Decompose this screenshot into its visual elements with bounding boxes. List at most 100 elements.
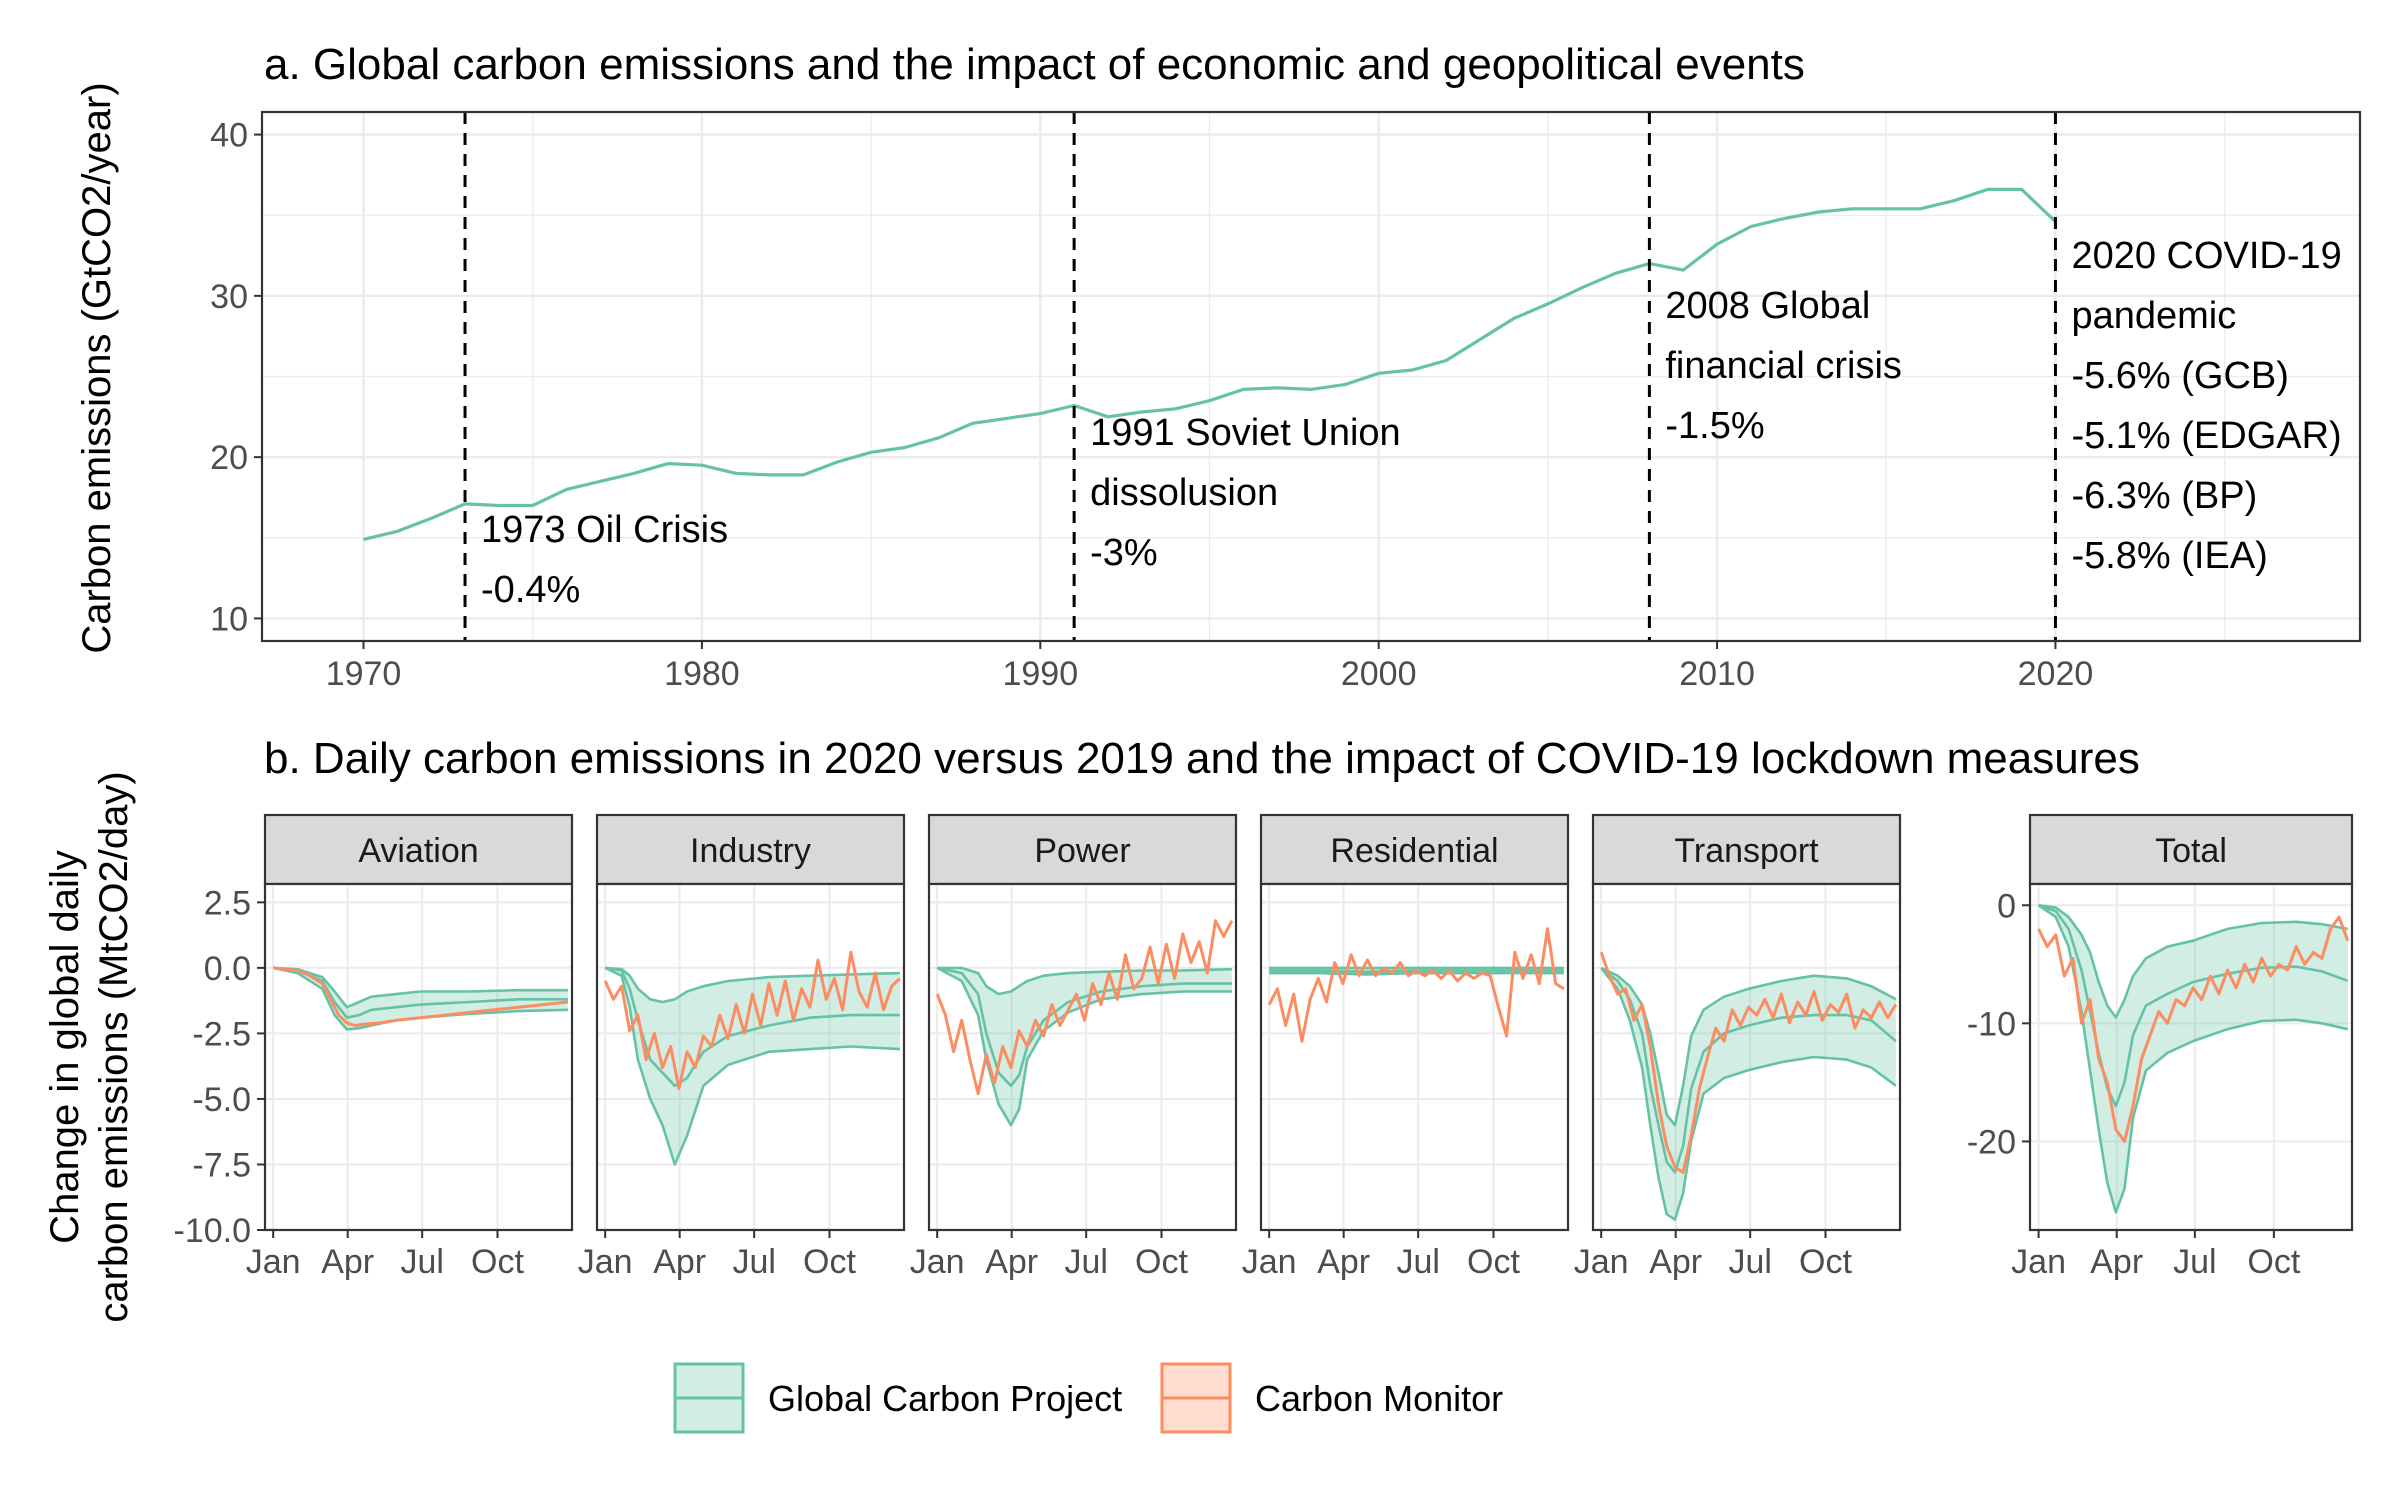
gcp-upper-line-power	[937, 966, 1232, 996]
legend-label-global-carbon-project: Global Carbon Project	[768, 1378, 1122, 1419]
facet-strip-label-total: Total	[2155, 832, 2227, 870]
facet-x-tick-label: Oct	[1135, 1243, 1188, 1281]
carbon-monitor-line-industry	[603, 950, 901, 1090]
facet-y-tick-label: -10.0	[174, 1212, 252, 1250]
carbon-monitor-line-total	[2037, 915, 2350, 1143]
facet-y-tick-label: -5.0	[192, 1081, 251, 1119]
facet-x-tick-label: Jul	[1728, 1243, 1771, 1281]
gcp-ribbon-total	[2038, 905, 2348, 1213]
facet-y-tick-label: 2.5	[204, 884, 251, 922]
facet-x-tick-label: Oct	[1467, 1243, 1520, 1281]
panel-a-y-tick-label: 30	[210, 278, 248, 316]
panel-a-y-axis-label: Carbon emissions (GtCO2/year)	[75, 82, 119, 653]
panel-a-x-tick-label: 2010	[1679, 655, 1755, 693]
panel-a-event-annotation-line: -5.1% (EDGAR)	[2071, 415, 2341, 457]
facet-x-tick-label: Apr	[2090, 1243, 2143, 1281]
panel-a-event-annotation-line: -1.5%	[1665, 405, 1764, 447]
facet-border-power	[927, 882, 1238, 1232]
legend-item-carbon-monitor: Carbon Monitor	[1160, 1362, 1503, 1434]
facet-strip-power	[927, 813, 1238, 886]
facet-x-tick-label: Jan	[578, 1243, 633, 1281]
panel-a-event-annotation-line: -3%	[1090, 532, 1158, 574]
gcp-upper-line-total	[2038, 904, 2348, 1019]
facet-x-tick-label: Apr	[321, 1243, 374, 1281]
panel-a-x-tick-label: 1990	[1002, 655, 1078, 693]
facet-strip-label-industry: Industry	[690, 832, 811, 870]
facet-x-tick-label: Jul	[400, 1243, 443, 1281]
panel-a-event-annotation-line: 2008 Global	[1665, 285, 1870, 327]
legend-item-global-carbon-project: Global Carbon Project	[673, 1362, 1122, 1434]
panel-a-x-tick-label: 2000	[1341, 655, 1417, 693]
gcp-lower-line-industry	[604, 966, 900, 1166]
facet-y-tick-label: -2.5	[192, 1015, 251, 1053]
panel-b-y-axis-label-line1: Change in global daily	[43, 850, 87, 1244]
gcp-ribbon-aviation	[273, 967, 568, 1030]
panel-a-event-annotation-line: -0.4%	[481, 569, 580, 611]
facet-strip-transport	[1591, 813, 1902, 886]
panel-a-border	[260, 110, 2362, 643]
gcp-upper-line-transport	[1600, 966, 1897, 1127]
facet-y-tick-label: -10	[1967, 1005, 2016, 1043]
panel-b-y-axis-label: Change in global daily carbon emissions …	[43, 771, 136, 1322]
facet-x-tick-label: Oct	[803, 1243, 856, 1281]
gcp-lower-line-residential	[1269, 971, 1564, 976]
panel-a-plot: 1970 1980 1990 2000 2010 2020 10 20 30 40 1973 Oil…	[210, 110, 2362, 693]
facet-x-tick-label: Oct	[1799, 1243, 1852, 1281]
carbon-monitor-line-power	[935, 919, 1234, 1096]
facet-y-tick-label: 0	[1997, 887, 2016, 925]
facet-x-tick-label: Jul	[2173, 1243, 2216, 1281]
facet-x-tick-label: Jul	[732, 1243, 775, 1281]
panel-a-event-annotation-1991: 1991 Soviet Union dissolusion -3%	[1090, 412, 1401, 574]
facet-aviation: Aviation Jan Apr Jul Oct 2.5 0.0 -2.5 -5.0 -7.5 -1…	[174, 813, 574, 1281]
panel-a-x-tick-label: 1980	[664, 655, 740, 693]
gcp-upper-line-industry	[605, 966, 900, 1004]
facet-strip-aviation	[263, 813, 574, 886]
legend-label-carbon-monitor: Carbon Monitor	[1255, 1378, 1503, 1419]
panel-a-event-annotation-line: dissolusion	[1090, 472, 1278, 514]
facet-residential: Residential Jan Apr Jul Oct	[1242, 813, 1570, 1281]
carbon-monitor-line-transport	[1599, 951, 1898, 1174]
panel-b-y-axis-label-line2: carbon emissions (MtCO2/day)	[92, 771, 136, 1322]
panel-a-event-annotation-line: 1973 Oil Crisis	[481, 509, 728, 551]
panel-a-event-annotation-2020: 2020 COVID-19 pandemic -5.6% (GCB) -5.1% (E…	[2071, 235, 2341, 577]
facet-x-tick-label: Jan	[246, 1243, 301, 1281]
facet-strip-residential	[1259, 813, 1570, 886]
panel-b-facets: Aviation Jan Apr Jul Oct 2.5 0.0 -2.5 -5.0 -7.5 -1…	[174, 813, 2354, 1281]
carbon-monitor-line-residential	[1267, 927, 1565, 1043]
facet-x-tick-label: Oct	[2247, 1243, 2300, 1281]
panel-a-event-annotation-line: pandemic	[2071, 295, 2236, 337]
facet-strip-total	[2028, 813, 2354, 886]
facet-strip-industry	[595, 813, 906, 886]
facet-industry: Industry Jan Apr Jul Oct	[578, 813, 906, 1281]
facet-strip-label-power: Power	[1034, 832, 1130, 870]
facet-x-tick-label: Jan	[2011, 1243, 2066, 1281]
facet-strip-label-residential: Residential	[1330, 832, 1498, 870]
facet-strip-label-transport: Transport	[1674, 832, 1819, 870]
panel-a-event-annotation-1973: 1973 Oil Crisis -0.4%	[481, 509, 728, 611]
facet-power: Power Jan Apr Jul Oct	[910, 813, 1238, 1281]
panel-a-event-annotation-line: 2020 COVID-19	[2071, 235, 2341, 277]
panel-a-event-annotation-line: -5.8% (IEA)	[2071, 535, 2267, 577]
facet-x-tick-label: Apr	[653, 1243, 706, 1281]
panel-a-event-annotation-line: 1991 Soviet Union	[1090, 412, 1401, 454]
facet-x-tick-label: Oct	[471, 1243, 524, 1281]
facet-x-tick-label: Jan	[1242, 1243, 1297, 1281]
facet-x-tick-label: Jul	[1064, 1243, 1107, 1281]
facet-x-tick-label: Apr	[1649, 1243, 1702, 1281]
facet-border-residential	[1259, 882, 1570, 1232]
facet-y-tick-label: 0.0	[204, 950, 251, 988]
facet-y-tick-label: -20	[1967, 1123, 2016, 1161]
facet-strip-label-aviation: Aviation	[358, 832, 478, 870]
panel-a-event-annotation-line: -5.6% (GCB)	[2071, 355, 2288, 397]
facet-border-total	[2028, 882, 2354, 1232]
gcp-lower-line-transport	[1600, 967, 1897, 1221]
facet-background-transport	[1593, 884, 1900, 1230]
panel-a-x-tick-label: 2020	[2018, 655, 2094, 693]
facet-border-aviation	[263, 882, 574, 1232]
facet-border-industry	[595, 882, 906, 1232]
panel-a-event-annotation-line: -6.3% (BP)	[2071, 475, 2257, 517]
legend: Global Carbon Project Carbon Monitor	[673, 1362, 1503, 1434]
panel-a-event-annotation-2008: 2008 Global financial crisis -1.5%	[1665, 285, 1902, 447]
facet-background-power	[929, 884, 1236, 1230]
gcp-ribbon-transport	[1601, 967, 1896, 1220]
